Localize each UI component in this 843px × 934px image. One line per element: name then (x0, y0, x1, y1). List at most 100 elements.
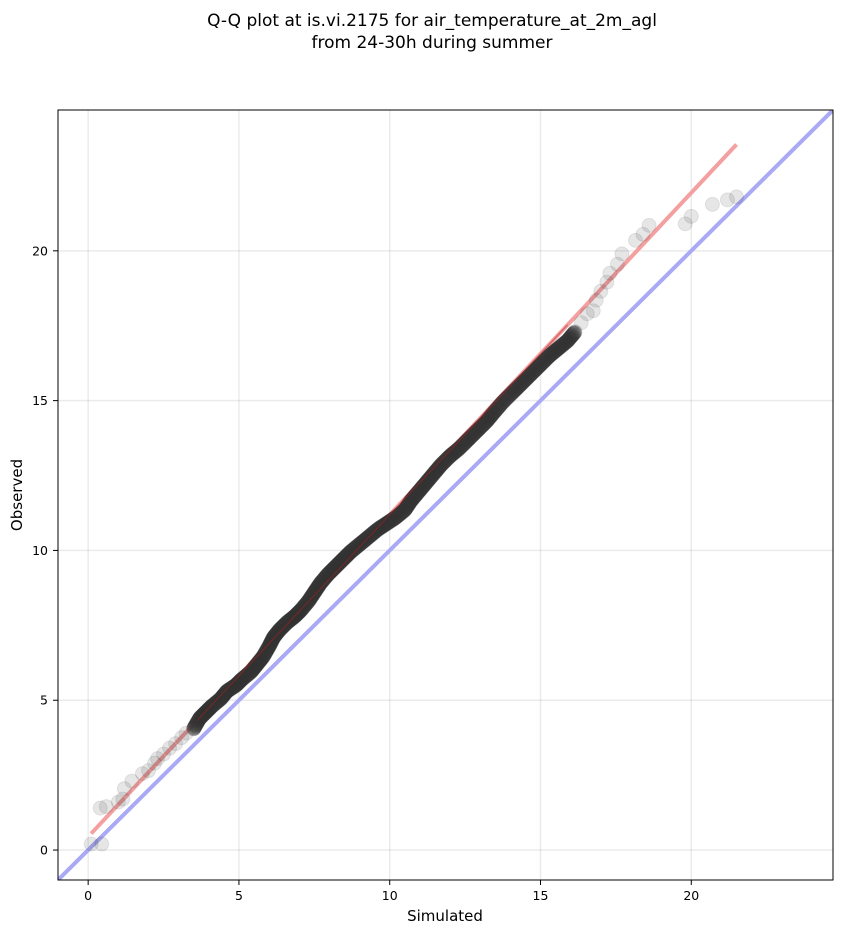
qq-point (343, 544, 359, 560)
qq-point (222, 681, 238, 697)
qq-point (523, 367, 539, 383)
qq-point (466, 425, 482, 441)
qq-point (536, 353, 552, 369)
qq-point (336, 551, 352, 567)
qq-point (380, 515, 396, 531)
qq-point (343, 543, 359, 559)
qq-point (553, 338, 569, 354)
qq-point (124, 773, 140, 789)
qq-point (335, 551, 351, 567)
qq-point (243, 664, 259, 680)
qq-point (476, 415, 492, 431)
qq-point (542, 348, 558, 364)
qq-point (329, 557, 345, 573)
qq-point (551, 340, 567, 356)
qq-point (481, 410, 497, 426)
qq-point (225, 679, 241, 695)
qq-point (317, 570, 333, 586)
x-axis-label: Simulated (407, 907, 483, 925)
qq-point (477, 414, 493, 430)
qq-point (438, 453, 453, 469)
qq-point (279, 614, 295, 630)
qq-point (514, 375, 530, 391)
qq-point (379, 515, 395, 531)
qq-point (627, 232, 643, 248)
qq-point (334, 552, 350, 568)
qq-point (355, 533, 371, 549)
qq-point (226, 678, 242, 694)
qq-point (110, 794, 126, 810)
qq-point (207, 696, 223, 712)
qq-point (522, 367, 538, 383)
qq-point (262, 637, 278, 653)
qq-point (219, 683, 235, 699)
qq-point (546, 344, 562, 360)
qq-point (389, 509, 405, 525)
qq-point (531, 358, 547, 374)
qq-point (269, 625, 285, 641)
qq-point (439, 451, 455, 467)
qq-point (402, 495, 418, 511)
qq-point (593, 283, 609, 299)
qq-point (212, 691, 228, 707)
qq-point (244, 663, 260, 679)
qq-point (431, 460, 447, 476)
qq-point (245, 662, 261, 678)
qq-point (474, 418, 490, 434)
qq-point (330, 556, 346, 572)
qq-point (434, 456, 450, 472)
qq-point (404, 491, 420, 507)
qq-point (377, 517, 393, 533)
qq-point (305, 587, 321, 603)
axes-frame (57, 109, 834, 881)
qq-point (545, 345, 561, 361)
qq-point (372, 520, 388, 536)
qq-point (486, 405, 502, 421)
qq-point (280, 614, 296, 630)
qq-point (277, 617, 293, 633)
qq-point (526, 363, 542, 379)
qq-point (259, 641, 275, 657)
qq-point (245, 661, 261, 677)
qq-point (188, 717, 204, 733)
qq-point (442, 448, 458, 464)
qq-point (216, 687, 232, 703)
qq-point (558, 334, 574, 350)
qq-point (555, 336, 571, 352)
qq-point (467, 424, 483, 440)
y-axis-label: Observed (8, 459, 26, 531)
qq-point (303, 590, 319, 606)
qq-point (327, 559, 343, 575)
qq-point (371, 520, 387, 536)
qq-point (511, 378, 527, 394)
qq-point (94, 836, 110, 852)
qq-point (208, 694, 224, 710)
qq-point (187, 719, 203, 735)
qq-point (215, 688, 231, 704)
qq-point (309, 581, 325, 597)
qq-point (523, 366, 539, 382)
qq-point (563, 329, 579, 345)
qq-point (224, 680, 240, 696)
qq-point (551, 339, 567, 355)
qq-point (560, 332, 576, 348)
qq-point (270, 624, 286, 640)
qq-point (425, 467, 441, 483)
qq-point (549, 342, 565, 358)
qq-point (505, 384, 521, 400)
qq-point (337, 549, 353, 565)
qq-point (327, 560, 343, 576)
qq-point (210, 693, 226, 709)
qq-point (436, 454, 452, 470)
qq-point (189, 714, 205, 730)
qq-point (356, 533, 372, 549)
qq-point (538, 351, 554, 367)
qq-point (433, 457, 449, 473)
qq-point (459, 432, 475, 448)
qq-point (683, 208, 699, 224)
qq-point (599, 274, 615, 290)
qq-point (354, 534, 370, 550)
qq-point (513, 376, 529, 392)
qq-point (266, 629, 282, 645)
qq-point (560, 333, 576, 349)
